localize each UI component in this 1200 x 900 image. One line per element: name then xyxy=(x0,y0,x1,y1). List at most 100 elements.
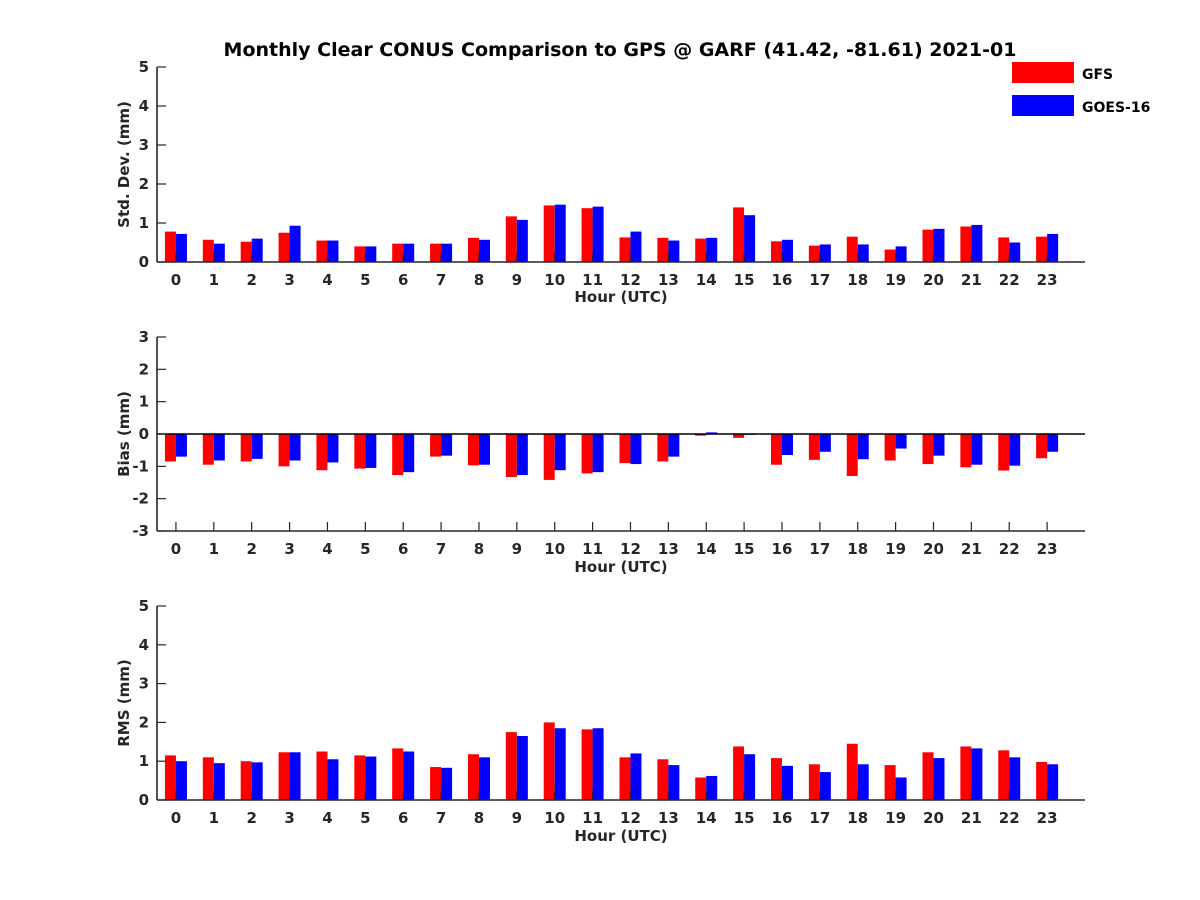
bias-bar-gfs-16 xyxy=(770,434,782,465)
rms-xtick-label-6: 6 xyxy=(398,809,408,827)
bias-bar-gfs-15 xyxy=(733,434,745,438)
chart-title: Monthly Clear CONUS Comparison to GPS @ … xyxy=(224,39,1017,61)
std-dev-bar-gfs-23 xyxy=(1036,236,1048,262)
rms-xtick-label-23: 23 xyxy=(1037,809,1058,827)
bias-bar-gfs-13 xyxy=(657,434,669,462)
std-dev-bar-gfs-13 xyxy=(657,237,669,262)
bias-bar-gfs-19 xyxy=(884,434,896,461)
bias-bar-goes16-5 xyxy=(365,434,377,468)
rms-bar-goes16-0 xyxy=(175,761,187,800)
rms-bar-gfs-1 xyxy=(202,757,214,800)
std-dev-bar-gfs-2 xyxy=(240,241,252,262)
bias-xtick-label-21: 21 xyxy=(961,540,982,558)
bias-ytick-label-5: 2 xyxy=(139,360,149,378)
rms-bar-gfs-16 xyxy=(770,758,782,800)
bias-xtick-label-19: 19 xyxy=(885,540,906,558)
std-dev-bar-goes16-3 xyxy=(289,225,301,262)
bias-bar-goes16-3 xyxy=(289,434,301,461)
legend-swatch-gfs xyxy=(1012,62,1074,83)
bias-bar-gfs-6 xyxy=(392,434,404,476)
rms-xtick-label-21: 21 xyxy=(961,809,982,827)
std-dev-xtick-label-18: 18 xyxy=(847,271,868,289)
bias-xtick-label-14: 14 xyxy=(696,540,717,558)
std-dev-xtick-label-17: 17 xyxy=(809,271,830,289)
rms-ytick-label-2: 2 xyxy=(139,713,149,731)
rms-x-axis-label: Hour (UTC) xyxy=(574,827,667,845)
rms-xtick-label-0: 0 xyxy=(171,809,181,827)
std-dev-bar-goes16-10 xyxy=(554,204,566,262)
std-dev-xtick-label-9: 9 xyxy=(512,271,522,289)
std-dev-bar-goes16-17 xyxy=(819,244,831,262)
rms-bar-goes16-17 xyxy=(819,772,831,800)
rms-bar-gfs-10 xyxy=(543,722,555,800)
std-dev-xtick-label-16: 16 xyxy=(772,271,793,289)
std-dev-ytick-label-5: 5 xyxy=(139,58,149,76)
bias-bar-goes16-18 xyxy=(857,434,869,460)
std-dev-bar-gfs-12 xyxy=(619,237,631,262)
bias-ytick-label-4: 1 xyxy=(139,393,149,411)
std-dev-bar-gfs-10 xyxy=(543,205,555,262)
std-dev-bar-gfs-1 xyxy=(202,239,214,262)
rms-bar-goes16-19 xyxy=(895,777,907,800)
rms-bar-goes16-2 xyxy=(251,762,263,800)
bias-xtick-label-4: 4 xyxy=(322,540,332,558)
legend-label-goes16: GOES-16 xyxy=(1082,100,1150,116)
std-dev-ytick-label-2: 2 xyxy=(139,175,149,193)
bias-xtick-label-12: 12 xyxy=(620,540,641,558)
std-dev-bar-gfs-8 xyxy=(467,237,479,262)
bias-bar-gfs-21 xyxy=(960,434,972,468)
bias-bar-goes16-20 xyxy=(933,434,945,456)
std-dev-bar-gfs-6 xyxy=(392,243,404,262)
bias-bar-goes16-22 xyxy=(1009,434,1021,466)
bias-bar-gfs-4 xyxy=(316,434,328,471)
bias-xtick-label-15: 15 xyxy=(734,540,755,558)
std-dev-y-axis-label: Std. Dev. (mm) xyxy=(115,101,133,228)
bias-xtick-label-13: 13 xyxy=(658,540,679,558)
rms-xtick-label-19: 19 xyxy=(885,809,906,827)
bias-bar-gfs-17 xyxy=(808,434,820,460)
std-dev-xtick-label-5: 5 xyxy=(360,271,370,289)
rms-bar-gfs-17 xyxy=(808,764,820,800)
std-dev-bar-gfs-22 xyxy=(998,237,1010,262)
std-dev-bar-goes16-18 xyxy=(857,244,869,262)
std-dev-xtick-label-0: 0 xyxy=(171,271,181,289)
rms-bar-goes16-9 xyxy=(516,735,528,800)
rms-xtick-label-10: 10 xyxy=(544,809,565,827)
std-dev-ytick-label-0: 0 xyxy=(139,253,149,271)
std-dev-ytick-label-3: 3 xyxy=(139,136,149,154)
bias-bar-gfs-1 xyxy=(202,434,214,465)
bias-bar-gfs-8 xyxy=(467,434,479,466)
rms-bar-goes16-5 xyxy=(365,756,377,800)
std-dev-bar-goes16-1 xyxy=(213,243,225,262)
std-dev-x-axis-label: Hour (UTC) xyxy=(574,288,667,306)
rms-xtick-label-16: 16 xyxy=(772,809,793,827)
bias-bar-goes16-7 xyxy=(441,434,453,456)
rms-bar-gfs-11 xyxy=(581,729,593,800)
std-dev-bar-goes16-0 xyxy=(175,233,187,262)
bias-bar-goes16-19 xyxy=(895,434,907,449)
std-dev-xtick-label-7: 7 xyxy=(436,271,446,289)
std-dev-bar-goes16-12 xyxy=(630,231,642,262)
std-dev-ytick-label-1: 1 xyxy=(139,214,149,232)
std-dev-xtick-label-6: 6 xyxy=(398,271,408,289)
rms-xtick-label-4: 4 xyxy=(322,809,332,827)
bias-bar-goes16-2 xyxy=(251,434,263,459)
rms-xtick-label-20: 20 xyxy=(923,809,944,827)
std-dev-bar-goes16-20 xyxy=(933,228,945,262)
rms-bar-gfs-15 xyxy=(733,746,745,800)
std-dev-bar-goes16-16 xyxy=(781,239,793,262)
rms-xtick-label-1: 1 xyxy=(209,809,219,827)
std-dev-bar-goes16-7 xyxy=(441,243,453,262)
std-dev-xtick-label-19: 19 xyxy=(885,271,906,289)
rms-bar-goes16-10 xyxy=(554,728,566,800)
std-dev-xtick-label-12: 12 xyxy=(620,271,641,289)
bias-bar-gfs-10 xyxy=(543,434,555,480)
std-dev-bar-gfs-0 xyxy=(164,231,176,262)
rms-bar-goes16-6 xyxy=(403,751,415,800)
std-dev-xtick-label-22: 22 xyxy=(999,271,1020,289)
rms-bar-gfs-13 xyxy=(657,759,669,800)
bias-xtick-label-2: 2 xyxy=(246,540,256,558)
std-dev-bar-goes16-8 xyxy=(478,239,490,262)
